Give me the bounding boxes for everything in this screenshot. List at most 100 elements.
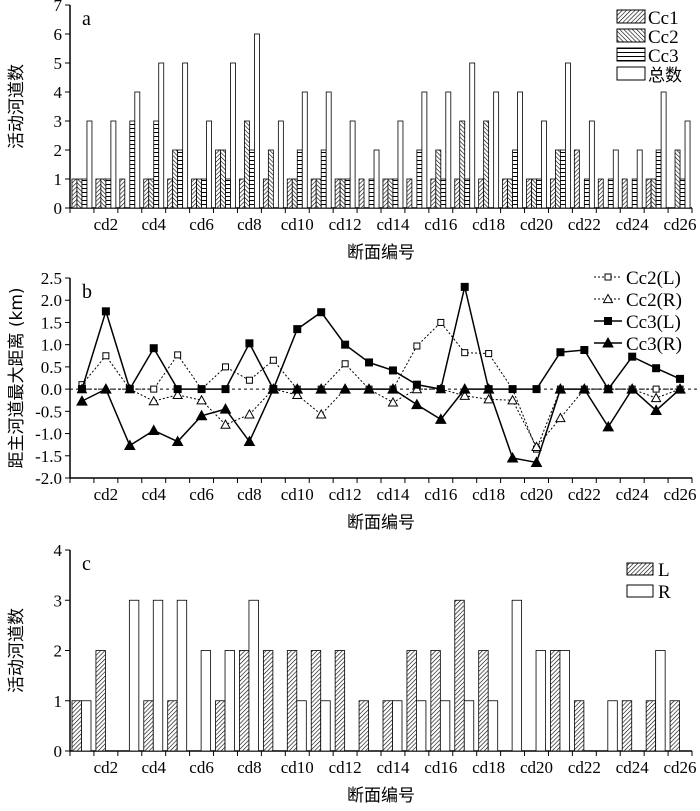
bar-Cc3-cd22	[583, 178, 590, 209]
bar-Cc3-cd19	[512, 149, 518, 209]
x-tick-label: cd4	[141, 485, 166, 504]
y-tick-label: 3	[54, 112, 63, 131]
bar-总数-cd15	[421, 91, 428, 209]
bar-总数-cd21	[565, 62, 571, 209]
point-Cc3(R)-cd24	[626, 383, 639, 394]
bar-Cc1-cd20	[526, 178, 532, 209]
bar-L-cd16	[430, 650, 441, 752]
bar-Cc1-cd14	[382, 178, 389, 209]
bar-总数-cd18	[493, 91, 500, 209]
bar-Cc1-cd15	[406, 178, 413, 209]
bar-总数-cd19	[517, 91, 523, 209]
bar-总数-cd8	[254, 33, 260, 209]
legend-marker-2	[604, 317, 612, 325]
bar-Cc3-cd13	[368, 178, 375, 209]
x-tick-label: cd10	[281, 215, 314, 234]
y-tick-label: 7	[54, 0, 63, 15]
series-Cc3(R)	[76, 383, 686, 467]
point-Cc2(R)-cd17	[459, 390, 471, 400]
point-Cc2(L)-cd15	[413, 342, 421, 350]
bar-R-cd15	[416, 700, 427, 752]
point-Cc3(L)-cd3	[125, 385, 134, 394]
bar-Cc2-cd26	[674, 149, 681, 209]
bar-Cc1-cd23	[597, 178, 604, 209]
x-tick-label: cd18	[472, 485, 505, 504]
bar-总数-cd26	[684, 120, 691, 209]
bar-Cc2-cd11	[315, 178, 322, 209]
bar-Cc2-cd14	[387, 178, 394, 209]
bar-R-cd10	[296, 700, 307, 752]
x-tick-label: cd20	[520, 758, 553, 777]
bar-Cc1-cd16	[430, 178, 437, 209]
x-tick-label: cd12	[329, 215, 362, 234]
point-Cc2(L)-cd5	[174, 351, 182, 359]
bar-L-cd7	[215, 700, 226, 752]
y-tick-label: 0.5	[41, 358, 62, 377]
bar-Cc2-cd10	[291, 178, 298, 209]
bar-R-cd16	[439, 700, 451, 752]
x-tick-label: cd6	[189, 758, 214, 777]
point-Cc3(R)-cd13	[363, 383, 375, 394]
point-Cc3(L)-cd16	[436, 385, 445, 394]
point-Cc3(R)-cd18	[482, 383, 495, 394]
point-Cc3(L)-cd26	[676, 374, 685, 383]
bar-R-cd4	[152, 599, 164, 752]
bar-Cc1-cd19	[502, 178, 508, 209]
x-axis-title: 断面编号	[347, 513, 415, 533]
bar-Cc2-cd12	[339, 178, 346, 209]
y-tick-label: 0	[54, 742, 63, 761]
point-Cc3(L)-cd5	[173, 385, 182, 394]
point-Cc3(R)-cd11	[315, 383, 328, 394]
point-Cc3(L)-cd24	[628, 352, 637, 361]
x-tick-label: cd6	[189, 485, 214, 504]
point-Cc3(R)-cd20	[530, 456, 543, 467]
bar-总数-cd12	[349, 120, 356, 209]
bar-Cc2-cd16	[435, 149, 442, 209]
bar-总数-cd11	[325, 91, 332, 209]
bar-R-cd6	[200, 650, 212, 752]
legend-marker-3	[602, 336, 614, 348]
point-Cc3(R)-cd21	[554, 383, 567, 394]
bar-Cc1-cd17	[454, 178, 461, 209]
point-Cc3(L)-cd13	[365, 358, 374, 367]
bar-Cc2-cd1	[76, 178, 83, 209]
bar-Cc3-cd7	[225, 178, 231, 209]
legend-marker-1	[602, 293, 614, 304]
y-tick-label: 0	[54, 199, 63, 218]
bar-Cc1-cd12	[334, 178, 341, 209]
y-tick-label: 2.0	[41, 291, 62, 310]
bar-总数-cd7	[230, 62, 236, 209]
bar-Cc3-cd2	[105, 178, 112, 209]
bar-R-cd11	[320, 700, 331, 752]
bar-Cc3-cd3	[129, 120, 136, 209]
bar-R-cd3	[128, 599, 140, 752]
bar-L-cd17	[454, 599, 465, 752]
y-tick-label: 1.5	[41, 313, 62, 332]
legend-label-1: R	[658, 582, 671, 603]
bar-总数-cd17	[469, 62, 476, 209]
panel-a-bar-chart: 0 1 2 3 4 5 6 7 cd2 cd4 cd6 cd8 cd10 cd12 cd14 cd16 cd18…	[7, 0, 697, 263]
bar-Cc2-cd8	[244, 120, 250, 209]
y-tick-label: 4	[54, 83, 63, 102]
bar-Cc3-cd17	[464, 178, 471, 209]
bar-Cc3-cd4	[153, 120, 160, 209]
bar-Cc2-cd2	[100, 178, 107, 209]
point-Cc3(R)-cd7	[219, 403, 232, 414]
point-Cc3(R)-cd8	[243, 435, 256, 447]
y-tick-label: 1.0	[41, 336, 62, 355]
legend-swatch-3	[616, 66, 646, 81]
point-Cc2(R)-cd11	[315, 408, 327, 419]
bar-R-cd5	[176, 599, 188, 752]
point-Cc2(R)-cd4	[148, 395, 160, 406]
point-Cc3(L)-cd23	[604, 385, 613, 394]
bar-R-cd8	[248, 599, 259, 752]
point-Cc3(R)-cd17	[458, 383, 471, 394]
line-Cc3(R)	[81, 387, 681, 464]
x-tick-label: cd24	[616, 215, 650, 234]
point-Cc3(R)-cd25	[650, 404, 662, 415]
line-Cc2(L)	[81, 321, 681, 451]
x-tick-label: cd14	[376, 485, 410, 504]
bar-Cc1-cd8	[239, 178, 245, 209]
x-tick-label: cd14	[376, 215, 410, 234]
legend-swatch-1	[626, 584, 654, 598]
